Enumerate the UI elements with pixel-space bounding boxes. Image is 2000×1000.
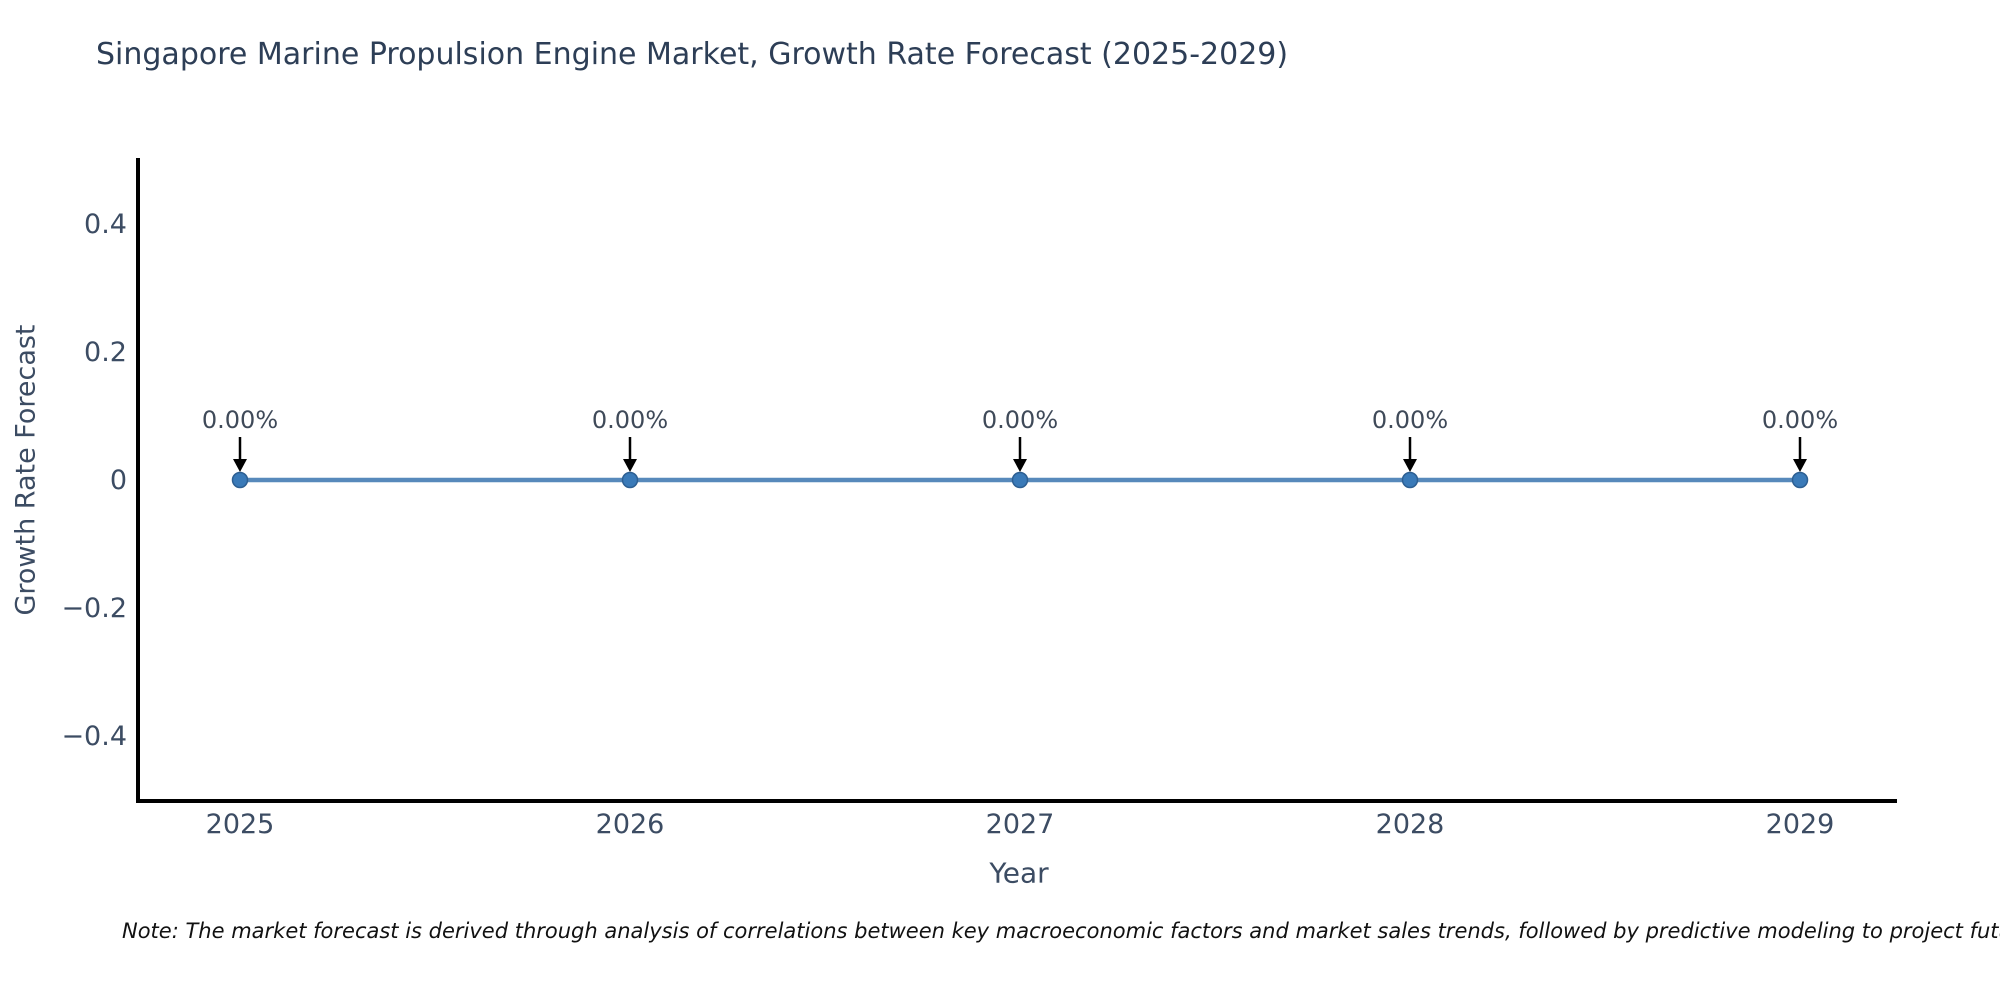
annotation-arrowhead [1013,459,1027,472]
point-label: 0.00% [202,406,278,434]
data-point [1401,471,1419,489]
footnote: Note: The market forecast is derived thr… [122,919,2000,943]
point-label: 0.00% [592,406,668,434]
point-label: 0.00% [982,406,1058,434]
y-tick-label: −0.4 [61,721,127,752]
y-tick-label: 0 [110,465,127,496]
point-label: 0.00% [1372,406,1448,434]
point-label: 0.00% [1762,406,1838,434]
x-tick-label: 2028 [1376,809,1445,840]
annotation-arrowhead [1403,459,1417,472]
x-tick-label: 2026 [596,809,665,840]
data-point [1791,471,1809,489]
data-point [231,471,249,489]
chart-title: Singapore Marine Propulsion Engine Marke… [96,37,1289,72]
x-tick-label: 2025 [206,809,275,840]
x-tick-label: 2027 [986,809,1055,840]
annotation-arrowhead [233,459,247,472]
data-point [1011,471,1029,489]
x-tick-label: 2029 [1766,809,1835,840]
y-tick-label: −0.2 [61,593,127,624]
annotation-arrowhead [623,459,637,472]
data-point [621,471,639,489]
annotation-arrowhead [1793,459,1807,472]
y-tick-label: 0.2 [84,337,127,368]
x-axis-title: Year [989,856,1049,890]
y-tick-label: 0.4 [84,209,127,240]
